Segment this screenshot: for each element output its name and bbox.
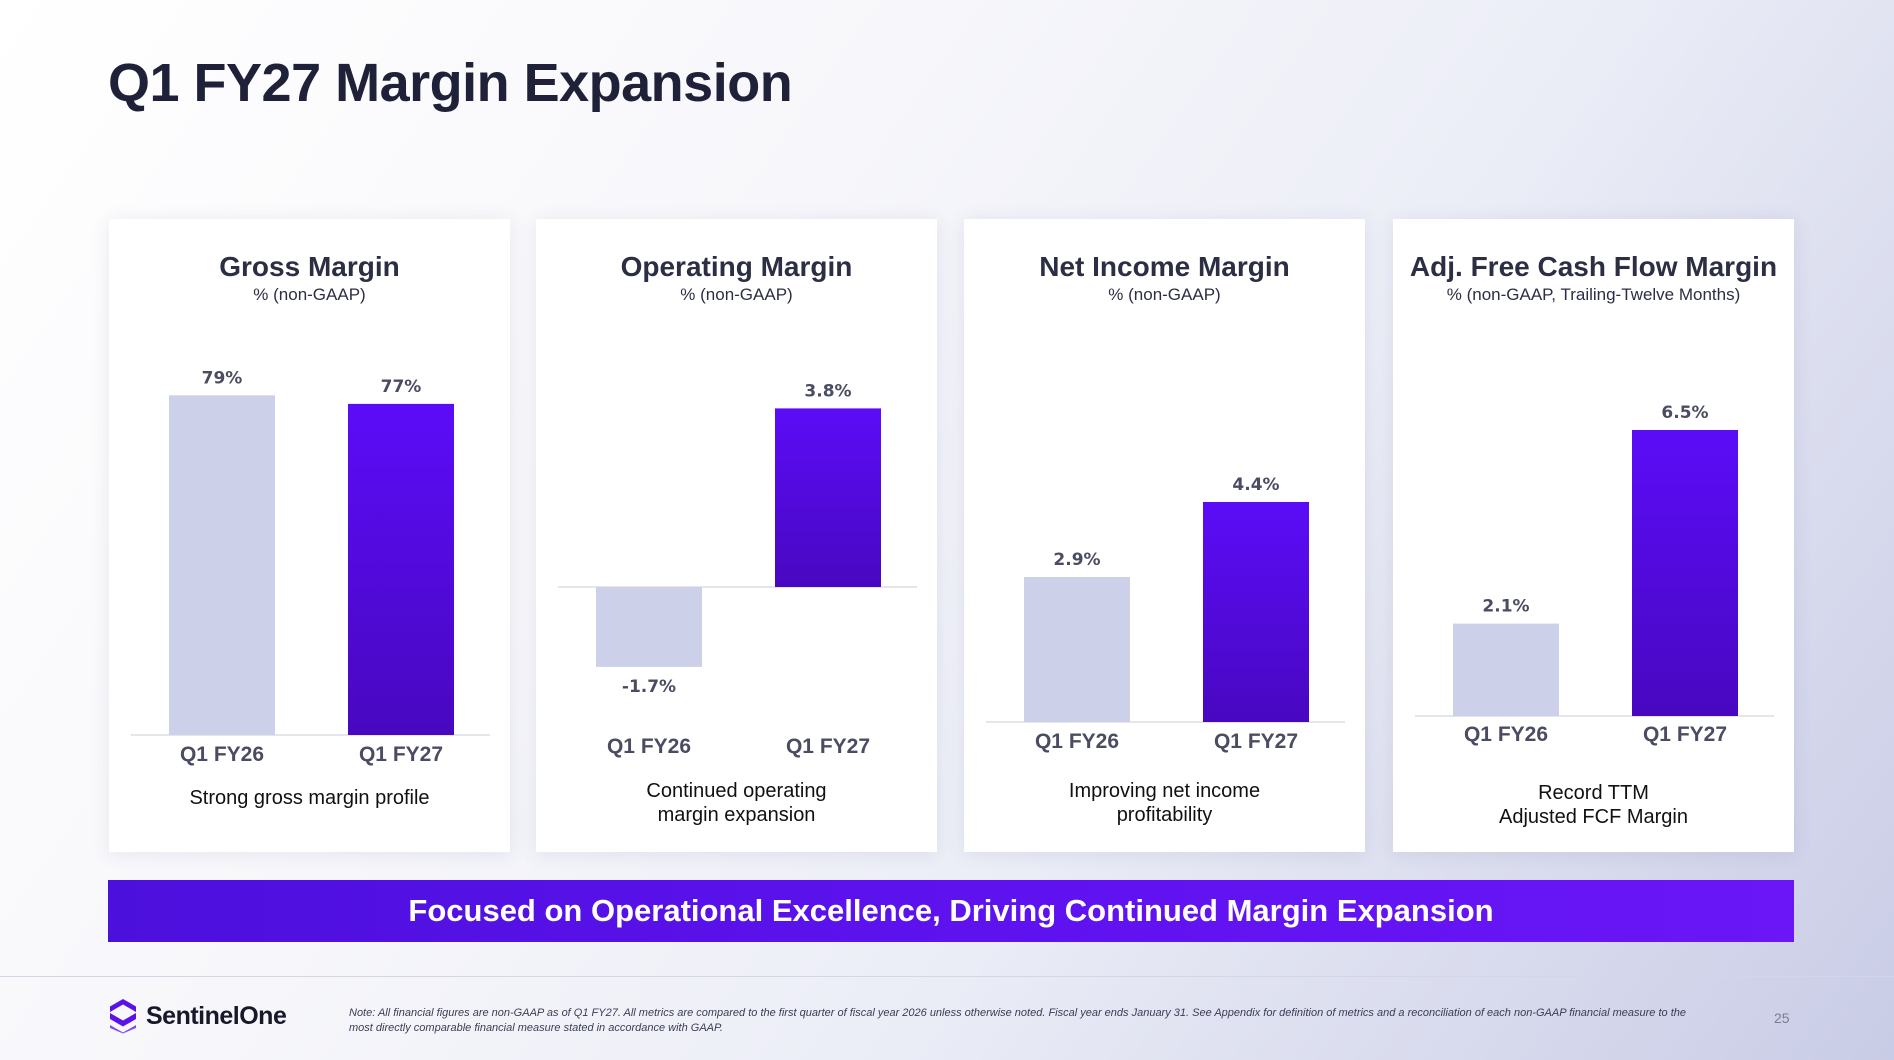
bar-current-year [1632, 430, 1738, 716]
data-label: 79% [202, 368, 243, 388]
footer-divider [0, 976, 1894, 977]
fcf-margin-card: Adj. Free Cash Flow Margin % (non-GAAP, … [1393, 219, 1794, 852]
category-label: Q1 FY27 [1643, 723, 1727, 746]
category-label: Q1 FY27 [1214, 730, 1298, 753]
bar-prior-year [1024, 577, 1130, 722]
data-label: 4.4% [1232, 475, 1279, 495]
net-income-margin-chart: 2.9% Q1 FY26 4.4% Q1 FY27 [986, 475, 1345, 753]
page-number: 25 [1774, 1010, 1790, 1026]
chart-title: Net Income Margin [1039, 251, 1290, 282]
category-label: Q1 FY26 [180, 743, 264, 766]
data-label: 6.5% [1661, 403, 1708, 423]
chart-subtitle: % (non-GAAP) [680, 285, 793, 304]
chart-subtitle: % (non-GAAP) [253, 285, 366, 304]
chart-title: Adj. Free Cash Flow Margin [1409, 251, 1778, 282]
category-label: Q1 FY26 [607, 735, 691, 758]
footnote: Note: All financial figures are non-GAAP… [349, 1007, 1686, 1034]
gross-margin-chart: 79% Q1 FY26 77% Q1 FY27 [131, 368, 490, 766]
data-label: 77% [381, 377, 422, 397]
chart-caption: Improving net income profitability [1068, 780, 1261, 826]
data-label: -1.7% [622, 677, 676, 697]
data-label: 3.8% [804, 381, 851, 401]
page-title: Q1 FY27 Margin Expansion [108, 53, 793, 113]
data-label: 2.1% [1482, 597, 1529, 617]
chart-title: Gross Margin [219, 251, 400, 282]
chart-title: Operating Margin [620, 251, 853, 282]
banner: Focused on Operational Excellence, Drivi… [108, 880, 1794, 942]
bar-prior-year [169, 395, 275, 735]
chart-caption: Strong gross margin profile [189, 787, 430, 809]
category-label: Q1 FY27 [786, 735, 870, 758]
category-label: Q1 FY26 [1035, 730, 1119, 753]
fcf-margin-chart: 2.1% Q1 FY26 6.5% Q1 FY27 [1415, 403, 1774, 746]
data-label: 2.9% [1053, 550, 1100, 570]
bar-current-year [775, 408, 881, 587]
sentinelone-logo: SentinelOne [108, 998, 287, 1034]
logo-text: SentinelOne [146, 1001, 287, 1030]
operating-margin-chart: -1.7% Q1 FY26 3.8% Q1 FY27 [558, 381, 917, 758]
operating-margin-card: Operating Margin % (non-GAAP) -1.7% Q1 FY… [536, 219, 937, 852]
bar-prior-year [1453, 623, 1559, 716]
bar-current-year [1203, 502, 1309, 722]
category-label: Q1 FY27 [359, 743, 443, 766]
sentinelone-logo-icon [110, 999, 136, 1034]
category-label: Q1 FY26 [1464, 723, 1548, 746]
net-income-margin-card: Net Income Margin % (non-GAAP) 2.9% Q1 FY… [964, 219, 1365, 852]
bar-prior-year [596, 587, 702, 667]
chart-subtitle: % (non-GAAP) [1108, 285, 1221, 304]
chart-caption: Continued operating margin expansion [646, 780, 827, 826]
chart-subtitle: % (non-GAAP, Trailing-Twelve Months) [1446, 285, 1741, 304]
bar-current-year [348, 403, 454, 735]
gross-margin-card: Gross Margin % (non-GAAP) 79% Q1 FY26 77% Q… [109, 219, 510, 852]
chart-caption: Record TTM Adjusted FCF Margin [1499, 782, 1688, 828]
